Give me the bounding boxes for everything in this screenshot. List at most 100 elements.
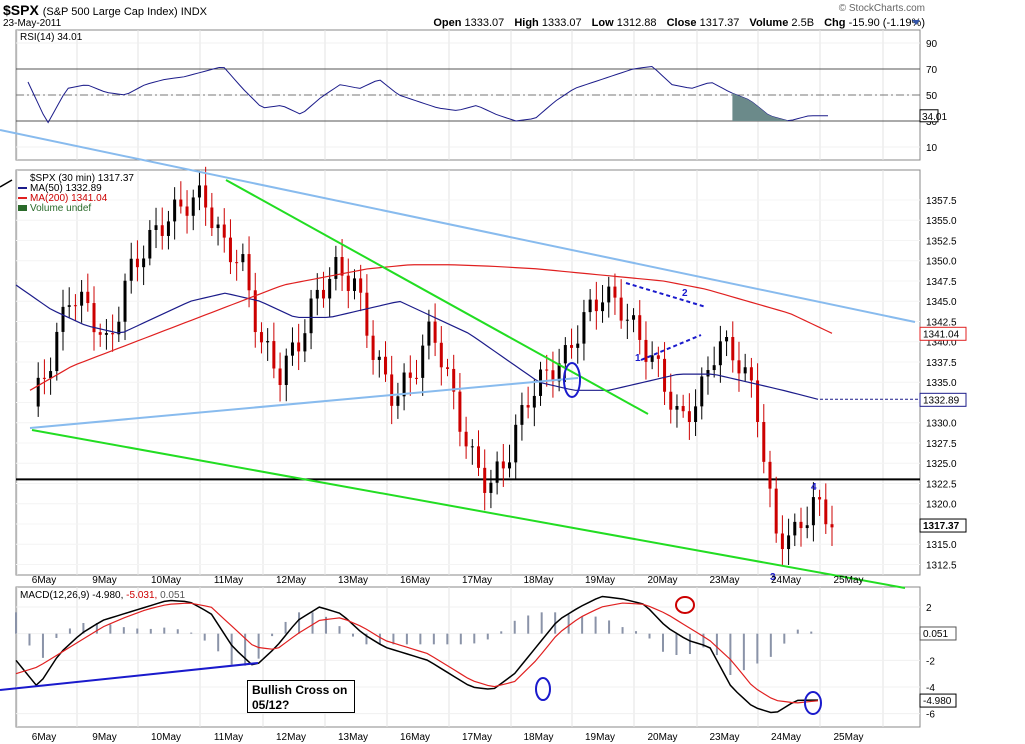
macd-histogram-bar	[419, 633, 422, 645]
rsi-tick-label: 70	[926, 65, 938, 76]
symbol-title: $SPX (S&P 500 Large Cap Index) INDX	[3, 2, 207, 18]
x-tick-label: 17May	[462, 575, 492, 586]
macd-histogram-bar	[190, 632, 193, 634]
macd-histogram-bar	[41, 633, 44, 658]
macd-histogram-bar	[608, 620, 611, 634]
candle-body	[321, 289, 325, 299]
candle-body	[154, 225, 158, 230]
badge-hist-text: 0.051	[923, 629, 948, 640]
annotation-box: Bullish Cross on 05/12?	[247, 680, 355, 713]
macd-histogram-bar	[351, 633, 354, 637]
candle-body	[644, 339, 648, 362]
badge-ma50	[919, 392, 967, 407]
macd-legend-part: -4.980,	[92, 590, 126, 601]
candle-body	[166, 221, 170, 236]
upper-channel-trendline	[0, 129, 916, 323]
macd-histogram-bar	[702, 633, 705, 648]
macd-histogram-bar	[715, 633, 718, 656]
candle-body	[452, 368, 456, 392]
candle-body	[687, 411, 691, 423]
macd-histogram-bar	[459, 633, 462, 645]
candle-body	[222, 224, 226, 238]
high-value: 1333.07	[541, 17, 582, 29]
candle-body	[663, 358, 667, 392]
macd-histogram-bar	[392, 633, 395, 645]
price-tick-label: 1335.0	[926, 378, 957, 389]
candle-body	[197, 185, 201, 198]
candle-body	[756, 380, 760, 422]
candle-body	[563, 345, 567, 364]
candle-body	[179, 199, 183, 207]
macd-histogram-bar	[68, 628, 71, 634]
candle-body	[228, 237, 232, 263]
candle-body	[241, 254, 245, 263]
candle-body	[278, 368, 282, 386]
candle-body	[762, 421, 766, 462]
rsi-line	[27, 65, 829, 124]
candle-body	[204, 185, 208, 208]
candle-body	[774, 488, 778, 534]
candle-body	[340, 257, 344, 276]
x-tick-label: 9May	[92, 732, 116, 743]
candle-body	[266, 341, 270, 343]
macd-histogram-bar	[298, 612, 301, 634]
macd-histogram-bar	[163, 627, 166, 634]
candle-body	[508, 462, 512, 469]
price-tick-label: 1352.5	[926, 236, 957, 247]
badge-macd-text: -4.980	[923, 696, 952, 707]
macd-blue-trendline	[0, 662, 259, 691]
price-tick-label: 1312.5	[926, 560, 957, 571]
candle-body	[216, 224, 220, 229]
candle-body	[371, 335, 375, 360]
ma50-legend: MA(50) 1332.89	[30, 183, 102, 194]
candle-body	[780, 533, 784, 550]
macd-histogram-bar	[446, 633, 449, 645]
candle-body	[117, 321, 121, 335]
candle-body	[793, 521, 797, 536]
candle-body	[768, 461, 772, 489]
candle-body	[749, 367, 753, 381]
candle-body	[92, 303, 96, 333]
candle-body	[718, 341, 722, 366]
candle-body	[123, 280, 127, 322]
high-label: High	[514, 17, 539, 29]
candle-body	[49, 371, 53, 379]
candle-body	[98, 332, 102, 335]
candle-body	[446, 367, 450, 369]
candle-body	[73, 305, 77, 307]
breakout-circle	[563, 362, 581, 398]
candle-body	[408, 372, 412, 378]
candle-body	[148, 229, 152, 259]
candle-body	[805, 525, 809, 529]
candle-body	[297, 342, 301, 352]
price-tick-label: 1330.0	[926, 419, 957, 430]
macd-histogram-bar	[325, 616, 328, 634]
macd-tick-label: -6	[926, 710, 935, 721]
candle-body	[787, 535, 791, 550]
edge-mark	[0, 179, 13, 188]
chart-header: $SPX (S&P 500 Large Cap Index) INDX 23-M…	[0, 0, 1025, 30]
candle-body	[396, 396, 400, 406]
chg-label: Chg	[824, 17, 846, 29]
candle-body	[390, 374, 394, 406]
macd-histogram-bar	[661, 633, 664, 652]
macd-histogram-bar	[311, 612, 314, 634]
macd-histogram-bar	[338, 626, 341, 634]
candle-body	[427, 321, 431, 346]
candle-body	[594, 299, 598, 312]
price-legend: $SPX (30 min) 1317.37	[30, 173, 134, 184]
lower-green-trendline	[31, 429, 906, 589]
candle-body	[61, 306, 65, 332]
macd-histogram-bar	[55, 633, 58, 638]
x-tick-label: 10May	[151, 732, 181, 743]
x-tick-label: 25May	[833, 732, 863, 743]
badge-ma200-text: 1341.04	[923, 329, 960, 340]
candle-body	[632, 315, 636, 320]
volume-legend-swatch	[18, 205, 27, 211]
candle-body	[675, 406, 679, 410]
candle-body	[706, 370, 710, 377]
candle-body	[830, 524, 834, 528]
low-value: 1312.88	[616, 17, 657, 29]
close-value: 1317.37	[699, 17, 740, 29]
